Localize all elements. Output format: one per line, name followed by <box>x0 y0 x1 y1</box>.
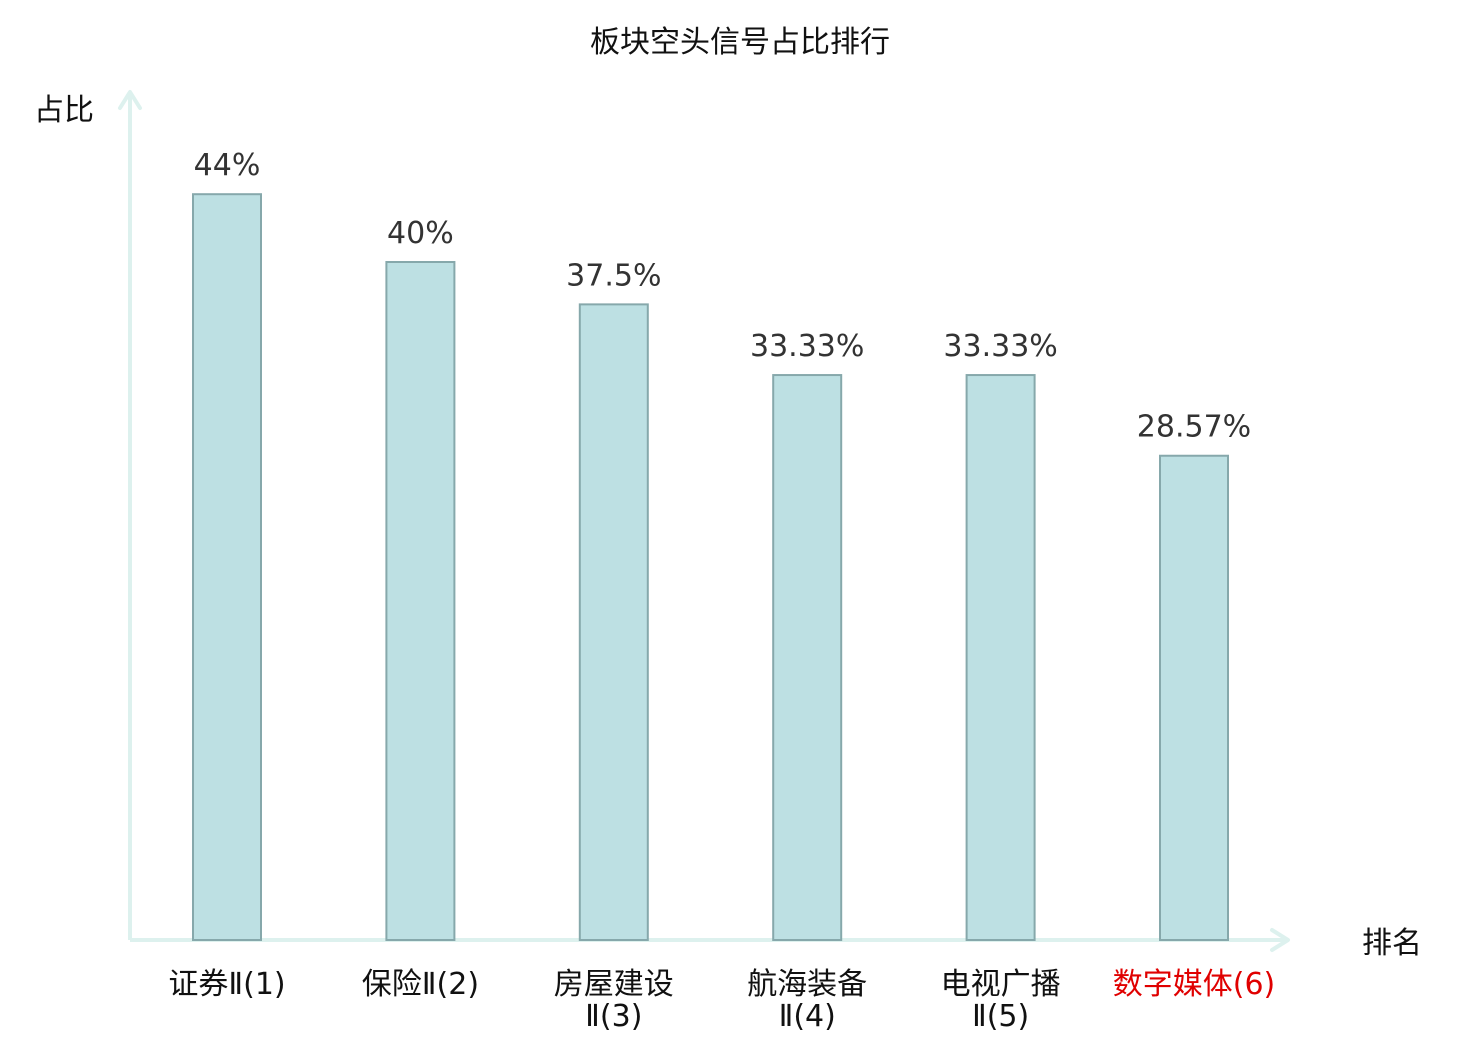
bar-value-label: 37.5% <box>566 258 661 293</box>
y-axis-label: 占比 <box>34 93 94 128</box>
axes <box>118 90 1290 952</box>
bars <box>192 193 1229 941</box>
x-tick-label: 数字媒体(6) <box>1113 967 1276 1002</box>
x-axis-arrow <box>1270 928 1290 952</box>
value-labels: 44% 40% 37.5% 33.33% 33.33% 28.57% <box>194 148 1252 445</box>
bar <box>965 374 1036 941</box>
x-tick-label: 证券Ⅱ(1) <box>168 967 285 1002</box>
bar-value-label: 33.33% <box>750 329 864 364</box>
x-tick-label: 电视广播 <box>941 967 1061 1002</box>
chart-title: 板块空头信号占比排行 <box>590 25 890 60</box>
bar <box>772 374 843 941</box>
bar <box>1159 454 1229 941</box>
x-axis-label: 排名 <box>1362 926 1422 961</box>
bar <box>385 261 456 941</box>
x-tick-label: 房屋建设 <box>554 967 674 1002</box>
y-axis-arrow <box>118 90 142 110</box>
bar-value-label: 40% <box>387 216 454 251</box>
x-tick-label: 保险Ⅱ(2) <box>362 967 479 1002</box>
bar-value-label: 28.57% <box>1137 410 1251 445</box>
bar-value-label: 33.33% <box>943 329 1057 364</box>
x-tick-label: 航海装备 <box>747 967 867 1002</box>
bar <box>192 193 262 941</box>
x-tick-label: Ⅱ(3) <box>585 999 642 1034</box>
x-tick-label: Ⅱ(4) <box>779 999 836 1034</box>
bar <box>578 303 649 941</box>
bar-value-label: 44% <box>194 148 261 183</box>
x-tick-label: Ⅱ(5) <box>972 999 1029 1034</box>
